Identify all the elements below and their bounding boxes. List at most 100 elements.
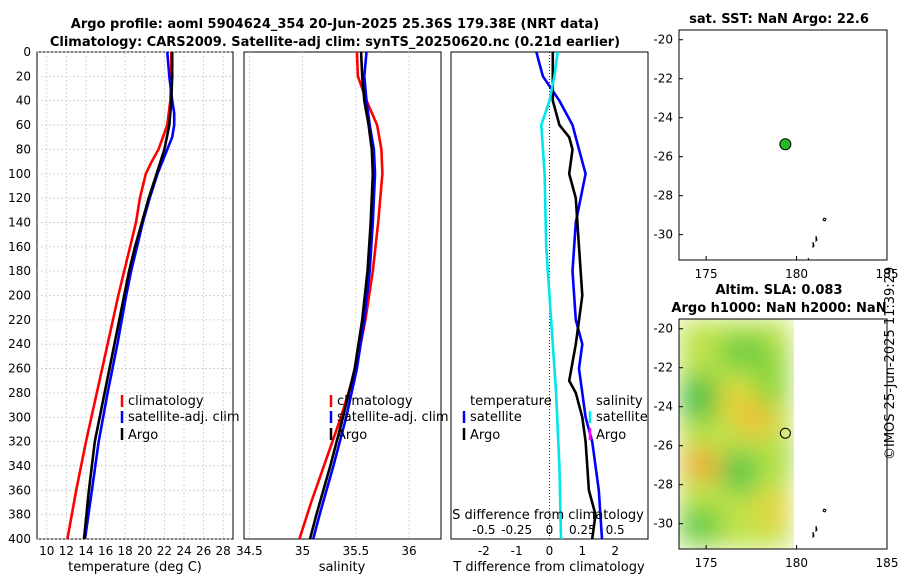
- depth-tick-label: 240: [8, 337, 31, 351]
- sst-map-ytick-label: -22: [653, 72, 673, 86]
- s-difference-tick-label: 0.5: [606, 523, 625, 537]
- sla-map-ytick-label: -20: [653, 322, 673, 336]
- depth-tick-label: 160: [8, 240, 31, 254]
- legend-label-satellite: satellite-adj. clim: [128, 410, 240, 425]
- depth-tick-label: 380: [8, 508, 31, 522]
- sla-map-xtick-label: 185: [876, 556, 899, 570]
- sla-blob: [679, 507, 722, 543]
- footer-stamp: ©IMOS 25-Jun-2025 11:39:29: [883, 267, 898, 460]
- difference-xtick-label: -1: [511, 544, 523, 558]
- sla-map-title-line1: Altim. SLA: 0.083: [716, 283, 843, 298]
- island: [812, 241, 815, 249]
- salinity-ticks: 34.5 35 35.5 36: [236, 544, 417, 558]
- legend-label-climatology: climatology: [337, 394, 413, 409]
- salinity-legend: climatology satellite-adj. clim Argo: [329, 394, 449, 443]
- sst-map-ytick-label: -24: [653, 111, 673, 125]
- sst-map-ytick-label: -28: [653, 189, 673, 203]
- island: [815, 525, 818, 533]
- depth-tick-label: 40: [16, 94, 31, 108]
- difference-xtick-label: 1: [579, 544, 587, 558]
- s-difference-label: S difference from climatology: [452, 508, 644, 523]
- salinity-series-climatology: [298, 52, 384, 539]
- temperature-xtick-label: 28: [216, 544, 231, 558]
- sla-heatmap: [679, 319, 794, 549]
- depth-tick-label: 200: [8, 289, 31, 303]
- island: [815, 235, 818, 243]
- salinity-series-satellite-adj-clim: [311, 52, 377, 539]
- temperature-series-argo: [82, 52, 174, 539]
- legend-label-t-argo: Argo: [470, 428, 500, 443]
- sst-map-ytick-label: -26: [653, 150, 673, 164]
- legend-label-satellite: satellite-adj. clim: [337, 410, 449, 425]
- sst-map-xtick-label: 175: [695, 267, 718, 281]
- s-difference-tick-label: 0: [546, 523, 554, 537]
- sst-map-islands: [807, 217, 827, 261]
- temperature-lines: [66, 52, 176, 539]
- sst-map-ticks: 175 180 185 -20 -22 -24 -26 -28 -30: [653, 33, 898, 281]
- temperature-xtick-label: 20: [137, 544, 152, 558]
- difference-series-s-satellite: [539, 52, 563, 539]
- difference-legend-right: salinity satellite Argo: [588, 394, 648, 443]
- sla-map-ytick-label: -22: [653, 361, 673, 375]
- difference-xtick-label: 0: [546, 544, 554, 558]
- legend-label-argo: Argo: [337, 428, 367, 443]
- depth-tick-label: 120: [8, 191, 31, 205]
- depth-tick-label: 260: [8, 362, 31, 376]
- legend-label-argo: Argo: [128, 428, 158, 443]
- depth-tick-label: 60: [16, 118, 31, 132]
- island: [807, 257, 810, 261]
- legend-label-t-satellite: satellite: [470, 410, 522, 425]
- temperature-xtick-label: 14: [78, 544, 93, 558]
- depth-tick-label: 220: [8, 313, 31, 327]
- s-difference-tick-label: 0.25: [569, 523, 596, 537]
- difference-ticks: -2 -1 0 1 2 -0.5 -0.25 0 0.25 0.5: [472, 523, 625, 558]
- salinity-frame: [243, 51, 442, 540]
- temperature-xlabel: temperature (deg C): [68, 560, 202, 575]
- legend-label-s-satellite: satellite: [596, 410, 648, 425]
- s-difference-tick-label: -0.25: [501, 523, 532, 537]
- sst-map-ytick-label: -20: [653, 33, 673, 47]
- salinity-lines: [298, 52, 384, 539]
- figure-title-line2: Climatology: CARS2009. Satellite-adj cli…: [50, 35, 620, 50]
- sla-blob: [766, 440, 794, 476]
- difference-legend-left: temperature satellite Argo: [462, 394, 552, 443]
- sla-map-ytick-label: -28: [653, 478, 673, 492]
- sla-map-xtick-label: 175: [695, 556, 718, 570]
- sla-blob: [680, 373, 720, 423]
- island: [812, 531, 815, 539]
- sla-map-panel: Altim. SLA: 0.083 Argo h1000: NaN h2000:…: [653, 283, 898, 570]
- sla-map-title-line2: Argo h1000: NaN h2000: NaN: [671, 301, 886, 316]
- salinity-xtick-label: 35: [295, 544, 310, 558]
- legend-label-s-argo: Argo: [596, 428, 626, 443]
- temperature-series-climatology: [66, 52, 173, 539]
- sst-map-xtick-label: 180: [785, 267, 808, 281]
- sst-map-title: sat. SST: NaN Argo: 22.6: [689, 12, 869, 27]
- sla-map-islands: [812, 508, 827, 539]
- salinity-panel: 34.5 35 35.5 36 climatology satellite-adj. …: [236, 51, 449, 575]
- profile-marker: [779, 138, 792, 151]
- legend-title-salinity: salinity: [596, 394, 643, 409]
- sla-blob: [754, 490, 790, 530]
- depth-tick-label: 340: [8, 459, 31, 473]
- profile-marker: [779, 427, 791, 439]
- sst-map-xtick-label: 185: [876, 267, 899, 281]
- depth-tick-label: 0: [23, 45, 31, 59]
- sst-map-panel: sat. SST: NaN Argo: 22.6 175 180 185 -20 -22…: [653, 12, 898, 281]
- difference-panel: -2 -1 0 1 2 -0.5 -0.25 0 0.25 0.5 temperature sat…: [450, 51, 649, 575]
- t-difference-label: T difference from climatology: [452, 560, 645, 575]
- depth-tick-label: 360: [8, 483, 31, 497]
- depth-tick-label: 280: [8, 386, 31, 400]
- temperature-xtick-label: 10: [39, 544, 54, 558]
- sst-map-ytick-label: -30: [653, 228, 673, 242]
- depth-tick-label: 400: [8, 532, 31, 546]
- depth-tick-label: 20: [16, 69, 31, 83]
- sla-blob: [755, 343, 785, 413]
- island: [822, 217, 827, 222]
- sla-map-ticks: 175 180 185 -20 -22 -24 -26 -28 -30: [653, 322, 898, 570]
- salinity-xtick-label: 36: [401, 544, 416, 558]
- difference-xtick-label: -2: [478, 544, 490, 558]
- temperature-xtick-label: 22: [157, 544, 172, 558]
- temperature-grid: [37, 51, 233, 540]
- temperature-xtick-label: 16: [98, 544, 113, 558]
